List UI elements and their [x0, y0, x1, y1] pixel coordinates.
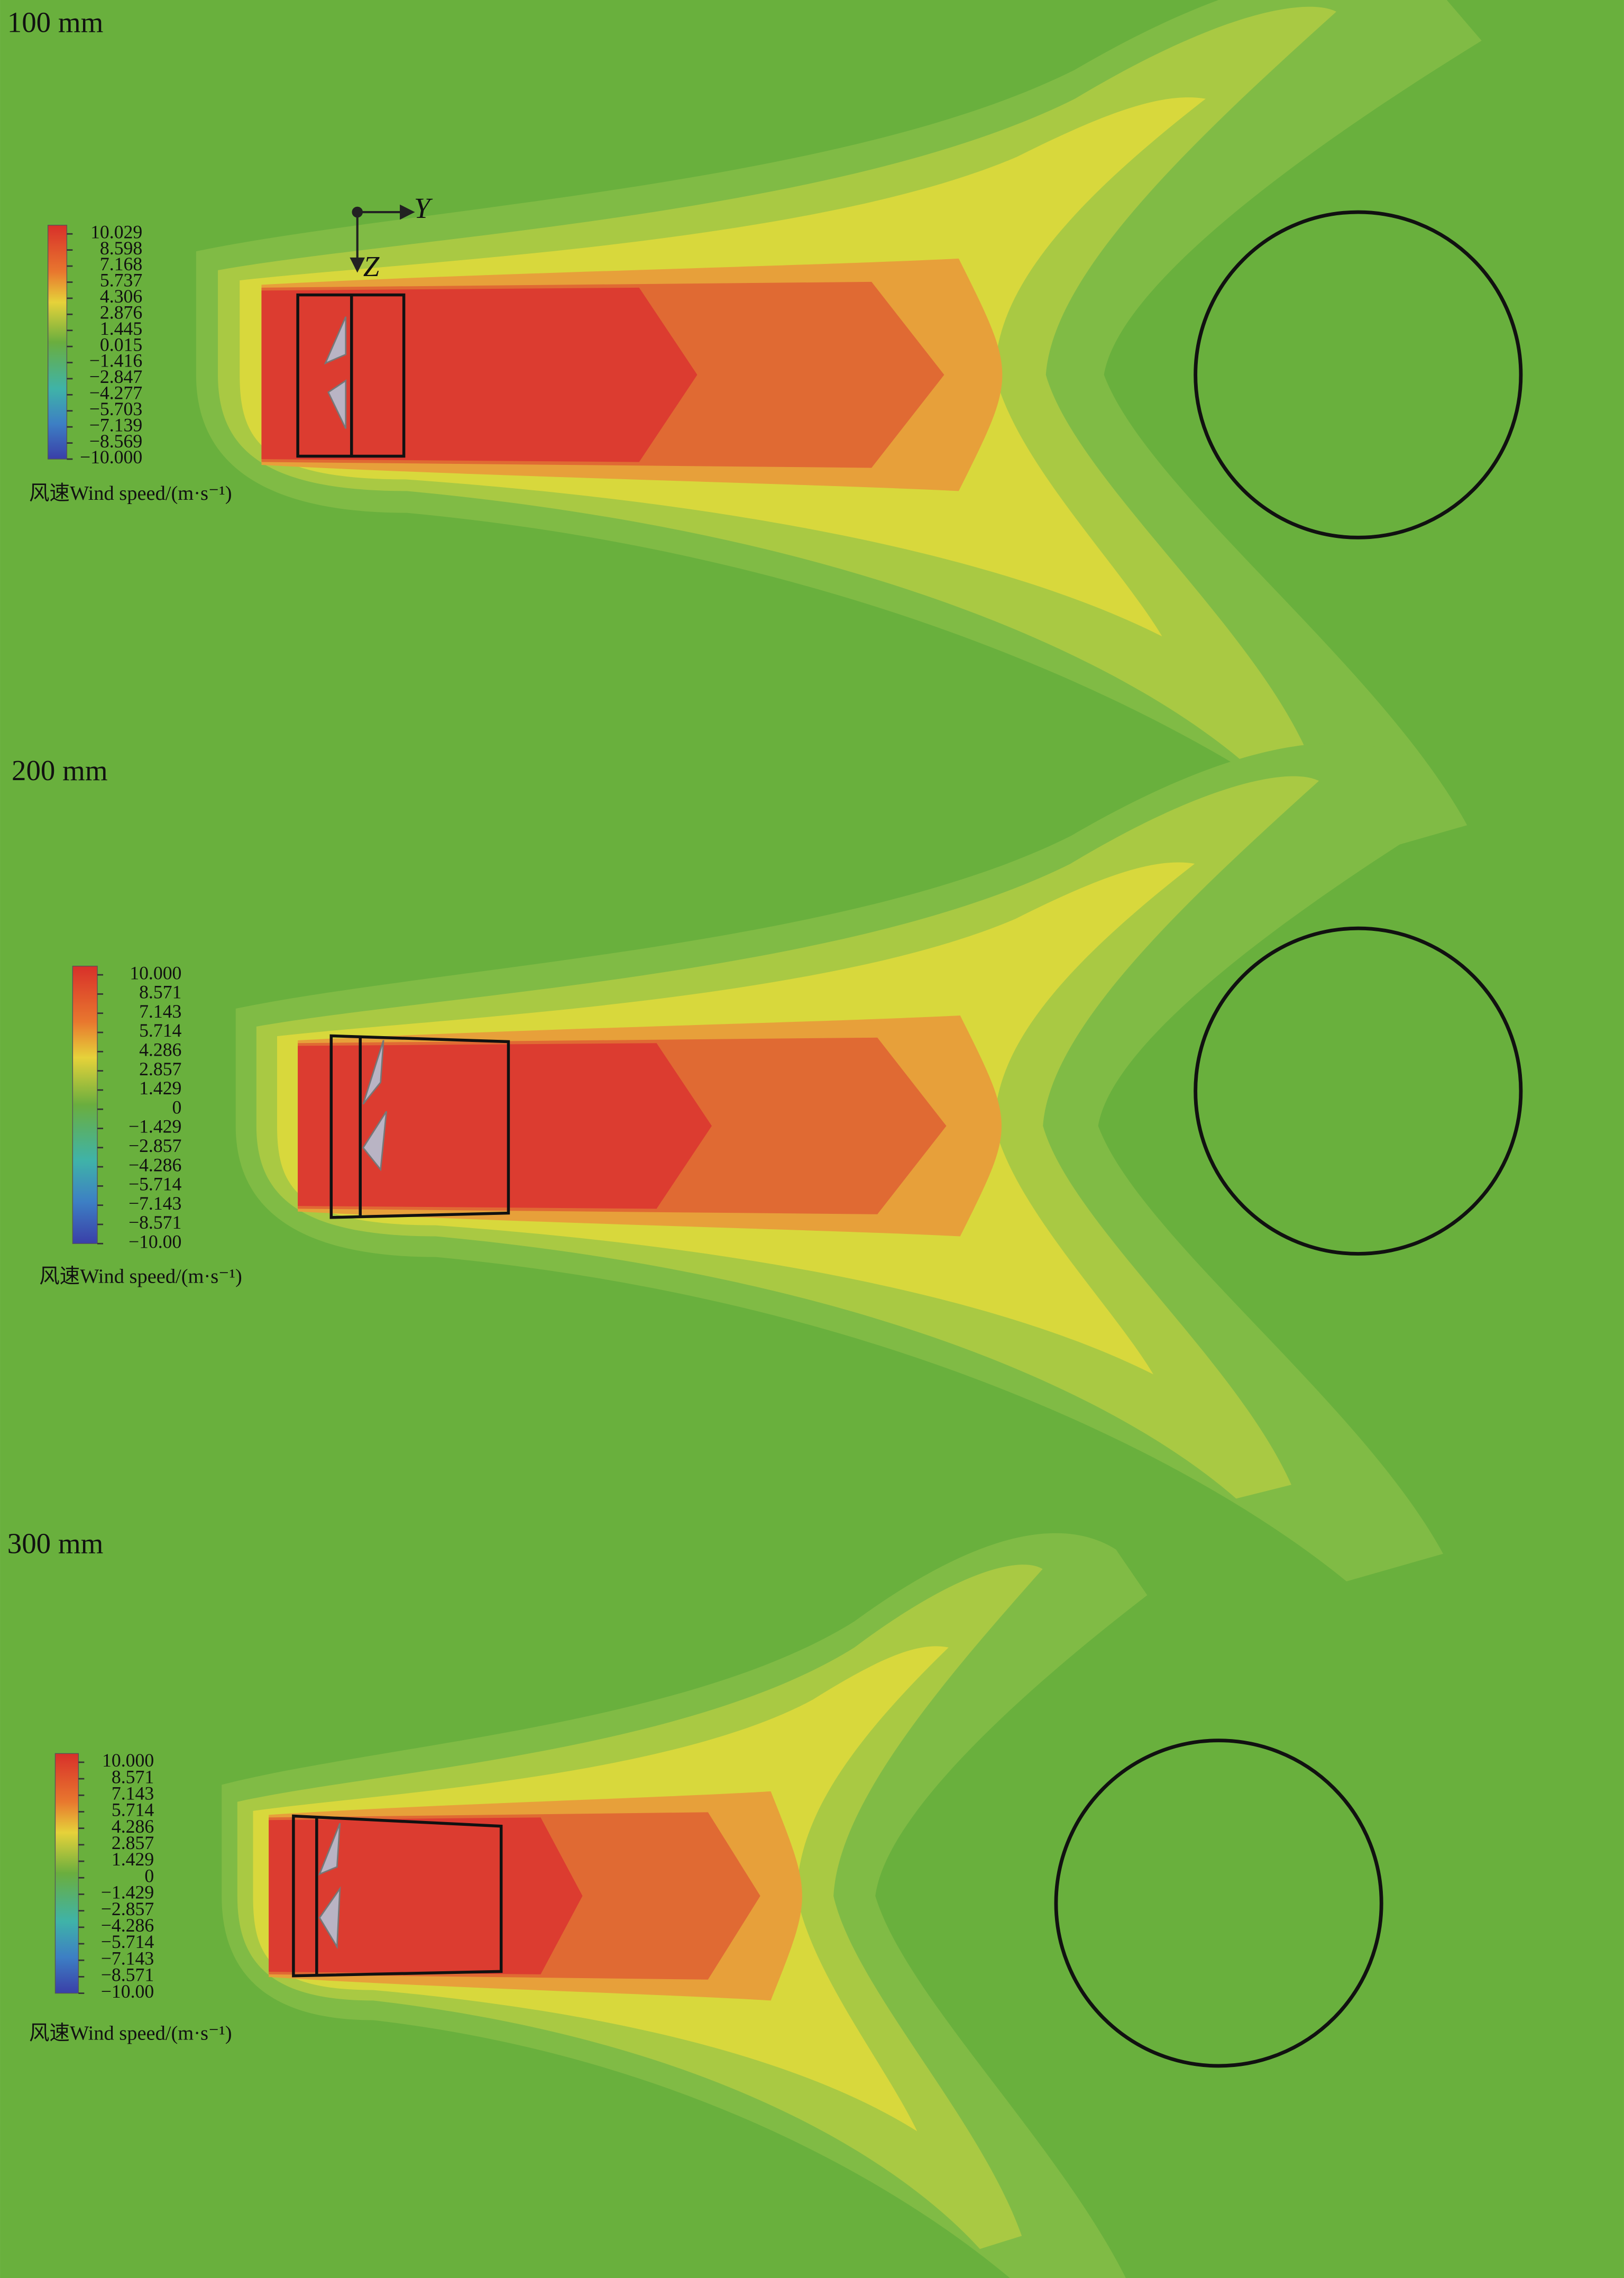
colorbar-tick-label: 0	[144, 1865, 154, 1886]
fan-outlines	[292, 293, 510, 1978]
colorbar-tick-label: 0	[172, 1096, 182, 1118]
colorbar-tick-label: 10.000	[130, 962, 181, 983]
target-circle	[1194, 210, 1523, 539]
colorbar	[47, 225, 68, 460]
colorbar-tick-label: −4.286	[129, 1154, 181, 1175]
panel-label: 300 mm	[7, 1527, 104, 1559]
colorbar-tick-label: 10.029	[90, 221, 142, 242]
colorbar-tick-label: −8.569	[89, 431, 142, 452]
colorbar-tick-label: −10.00	[129, 1231, 181, 1252]
colorbar-tick-label: 5.737	[100, 270, 142, 291]
colorbar	[54, 1753, 79, 1994]
colorbar-tick-label: 8.598	[100, 237, 142, 259]
target-circles	[1054, 210, 1523, 2068]
colorbar-tick-label: −8.571	[101, 1964, 154, 1986]
fan-housing	[292, 1814, 503, 1978]
colorbar-tick-label: 0.015	[100, 334, 142, 355]
colorbar-tick-label: 1.429	[112, 1849, 154, 1870]
fan-housing	[329, 1034, 510, 1219]
colorbar-tick-label: −2.857	[101, 1898, 154, 1919]
colorbar-title: 风速Wind speed/(m·s⁻¹)	[29, 2023, 232, 2045]
colorbar-tick-label: 2.857	[112, 1832, 154, 1853]
colorbar-tick-label: 7.143	[112, 1782, 154, 1804]
colorbar-tick-label: 1.429	[139, 1077, 181, 1099]
panel-label: 100 mm	[7, 6, 104, 38]
colorbar-tick-label: −2.857	[129, 1135, 181, 1156]
colorbar-tick-label: −5.714	[129, 1174, 182, 1195]
colorbar-tick-label: −5.714	[101, 1931, 154, 1952]
target-circle	[1194, 926, 1523, 1256]
colorbar-tick-label: 4.306	[100, 286, 142, 307]
colorbar-tick-label: −7.139	[89, 414, 142, 435]
colorbar-tick-label: 10.000	[102, 1750, 154, 1771]
colorbar-tick-label: −2.847	[89, 366, 142, 387]
colorbar-tick-label: −1.429	[129, 1116, 181, 1137]
colorbar-tick-label: 4.286	[112, 1816, 154, 1837]
target-circle	[1054, 1739, 1383, 2068]
colorbar-tick-label: −4.277	[89, 382, 142, 404]
colorbar-tick-label: 2.857	[139, 1058, 181, 1079]
colorbar-tick-label: 5.714	[112, 1799, 154, 1820]
colorbar-tick-label: 8.571	[112, 1766, 154, 1787]
colorbar	[72, 965, 98, 1244]
colorbar-tick-label: 8.571	[139, 982, 181, 1003]
colorbar-tick-label: −1.429	[101, 1882, 154, 1903]
colorbar-tick-label: 2.876	[100, 301, 142, 323]
colorbar-tick-label: −8.571	[129, 1212, 181, 1233]
colorbar-tick-label: −1.416	[89, 350, 142, 371]
colorbar-tick-label: 4.286	[139, 1039, 181, 1060]
colorbar-tick-label: −10.000	[80, 446, 142, 468]
colorbar-tick-label: 7.168	[100, 253, 142, 275]
axis-label: Y	[414, 192, 433, 224]
fan-blades	[318, 316, 388, 1950]
colorbar-title: 风速Wind speed/(m·s⁻¹)	[39, 1265, 242, 1287]
colorbar-tick-label: 5.714	[139, 1020, 181, 1041]
colorbar-tick-label: 1.445	[100, 318, 142, 339]
colorbar-tick-label: −7.143	[101, 1947, 154, 1969]
colorbar-tick-label: −10.00	[101, 1981, 154, 2002]
axis-label: Z	[363, 250, 380, 282]
axes-icon	[350, 204, 415, 273]
colorbar-tick-label: −5.703	[89, 398, 142, 419]
colorbar-tick-label: 7.143	[139, 1001, 181, 1022]
colorbar-title: 风速Wind speed/(m·s⁻¹)	[29, 482, 232, 505]
colorbar-tick-label: −7.143	[129, 1193, 181, 1214]
colorbar-tick-label: −4.286	[101, 1915, 154, 1936]
panel-label: 200 mm	[12, 754, 108, 786]
